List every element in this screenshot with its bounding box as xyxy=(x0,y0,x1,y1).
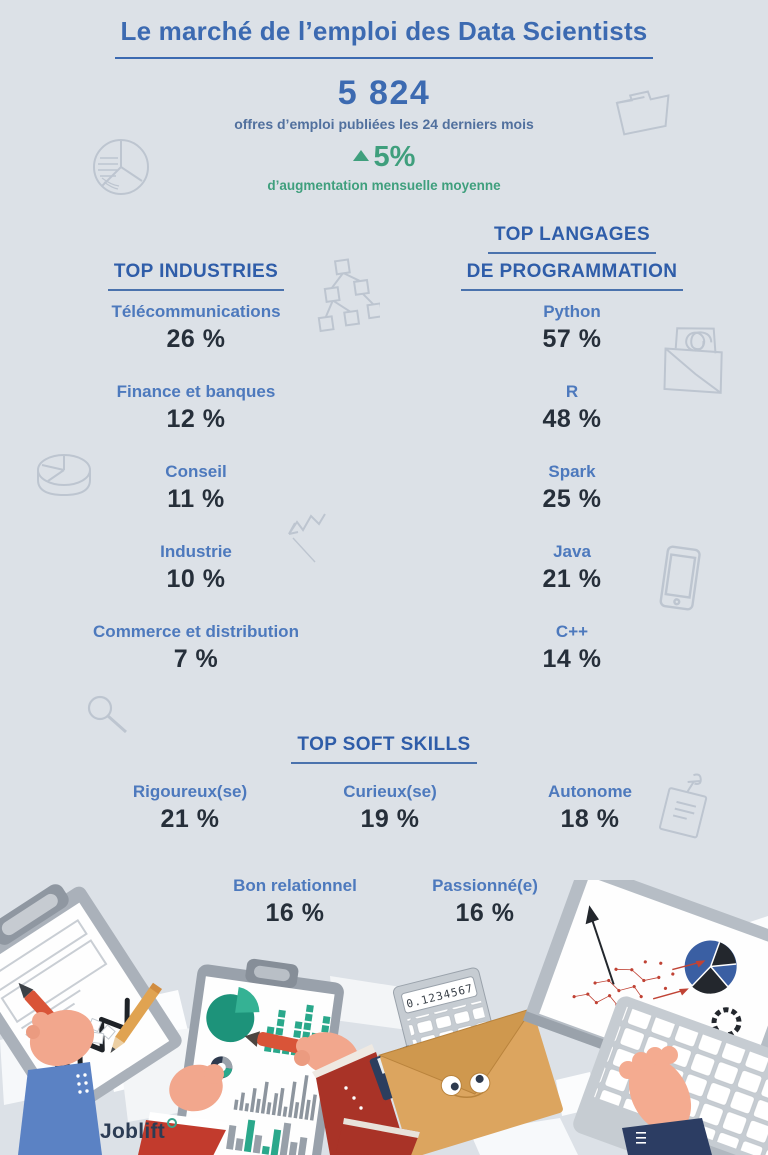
pencil xyxy=(110,982,163,1054)
bar-chart xyxy=(226,1119,308,1155)
page-title: Le marché de l’emploi des Data Scientist… xyxy=(114,16,654,59)
list-item: R 48 % xyxy=(382,382,762,462)
industry-label: Télécommunications xyxy=(111,302,281,321)
list-item: C++ 14 % xyxy=(382,622,762,702)
language-label: Java xyxy=(553,542,591,561)
language-label: C++ xyxy=(555,622,589,641)
industry-value: 26 % xyxy=(166,325,226,353)
navy-sleeve xyxy=(622,1118,712,1155)
industry-value: 11 % xyxy=(167,485,225,513)
language-label: Spark xyxy=(548,462,596,481)
pie-chart-sketch-icon xyxy=(93,139,149,195)
red-book xyxy=(336,1118,420,1155)
list-item: Bon relationnel 16 % xyxy=(200,876,390,928)
skill-value: 19 % xyxy=(360,805,420,833)
trend-value: 5% xyxy=(373,141,416,173)
folder-icon xyxy=(615,90,670,136)
logo-ring-icon xyxy=(167,1118,178,1128)
language-value: 21 % xyxy=(542,565,602,593)
job-offers-caption: offres d’emploi publiées les 24 derniers… xyxy=(234,116,534,132)
language-label: R xyxy=(565,382,579,401)
industries-list: Télécommunications 26 % Finance et banqu… xyxy=(6,302,386,702)
list-item: Curieux(se) 19 % xyxy=(295,782,485,834)
screen-pie-chart xyxy=(684,940,737,994)
holding-hand xyxy=(138,1064,228,1155)
soft-skills-row-1: Rigoureux(se) 21 % Curieux(se) 19 % Auto… xyxy=(95,782,685,834)
up-arrow-icon xyxy=(352,150,369,162)
list-item: Commerce et distribution 7 % xyxy=(6,622,386,702)
language-value: 25 % xyxy=(542,485,602,513)
line-chart-sketch-icon xyxy=(288,513,326,563)
org-chart-icon xyxy=(317,258,380,333)
skill-value: 16 % xyxy=(265,899,325,927)
writing-hand-left xyxy=(18,982,102,1155)
pie-3d-icon xyxy=(37,454,91,497)
skill-value: 18 % xyxy=(560,805,620,833)
list-item: Conseil 11 % xyxy=(6,462,386,542)
soft-skills-row-2: Bon relationnel 16 % Passionné(e) 16 % xyxy=(200,876,580,928)
screen-scatter-plot xyxy=(572,905,706,1007)
industry-label: Commerce et distribution xyxy=(93,622,299,641)
language-value: 48 % xyxy=(542,405,602,433)
skill-label: Rigoureux(se) xyxy=(132,782,248,801)
language-label: Python xyxy=(543,302,601,321)
skill-label: Curieux(se) xyxy=(343,782,437,801)
monthly-trend: 5% xyxy=(0,141,768,174)
language-value: 14 % xyxy=(542,645,602,673)
industry-label: Finance et banques xyxy=(116,382,276,401)
magnifier-icon xyxy=(87,695,127,734)
list-item: Télécommunications 26 % xyxy=(6,302,386,382)
list-item: Passionné(e) 16 % xyxy=(390,876,580,928)
list-item: Python 57 % xyxy=(382,302,762,382)
language-value: 57 % xyxy=(542,325,602,353)
list-item: Spark 25 % xyxy=(382,462,762,542)
industry-value: 10 % xyxy=(166,565,226,593)
skill-label: Passionné(e) xyxy=(432,876,538,895)
industry-value: 12 % xyxy=(166,405,226,433)
list-item: Rigoureux(se) 21 % xyxy=(95,782,285,834)
list-item: Finance et banques 12 % xyxy=(6,382,386,462)
blue-sleeve xyxy=(18,1062,102,1155)
typing-hand xyxy=(619,1046,712,1155)
list-item: Autonome 18 % xyxy=(495,782,685,834)
soft-skills-heading: TOP SOFT SKILLS xyxy=(0,734,768,764)
industries-heading: TOP INDUSTRIES xyxy=(6,261,386,291)
languages-heading: TOP LANGAGES DE PROGRAMMATION xyxy=(382,224,762,298)
pinned-note-icon xyxy=(658,773,708,839)
industry-label: Conseil xyxy=(165,462,227,481)
envelope xyxy=(377,1007,563,1155)
trend-caption: d’augmentation mensuelle moyenne xyxy=(267,178,501,193)
skill-value: 16 % xyxy=(455,899,515,927)
smartphone-icon xyxy=(659,545,701,611)
industry-value: 7 % xyxy=(173,645,219,673)
histogram xyxy=(233,1075,317,1121)
skill-label: Bon relationnel xyxy=(233,876,357,895)
logo-text: Joblift xyxy=(100,1120,166,1143)
list-item: Java 21 % xyxy=(382,542,762,622)
skill-label: Autonome xyxy=(547,782,633,801)
desk-illustration: 0.1234567 xyxy=(0,880,768,1155)
list-item: Industrie 10 % xyxy=(6,542,386,622)
job-offers-count: 5 824 xyxy=(337,74,431,112)
joblift-logo: Joblift xyxy=(100,1118,178,1144)
skill-value: 21 % xyxy=(160,805,220,833)
pie-chart xyxy=(206,986,260,1043)
languages-list: Python 57 % R 48 % Spark 25 % Java 21 % … xyxy=(382,302,762,702)
header: Le marché de l’emploi des Data Scientist… xyxy=(0,16,768,59)
industry-label: Industrie xyxy=(160,542,232,561)
mail-at-icon xyxy=(663,327,723,394)
